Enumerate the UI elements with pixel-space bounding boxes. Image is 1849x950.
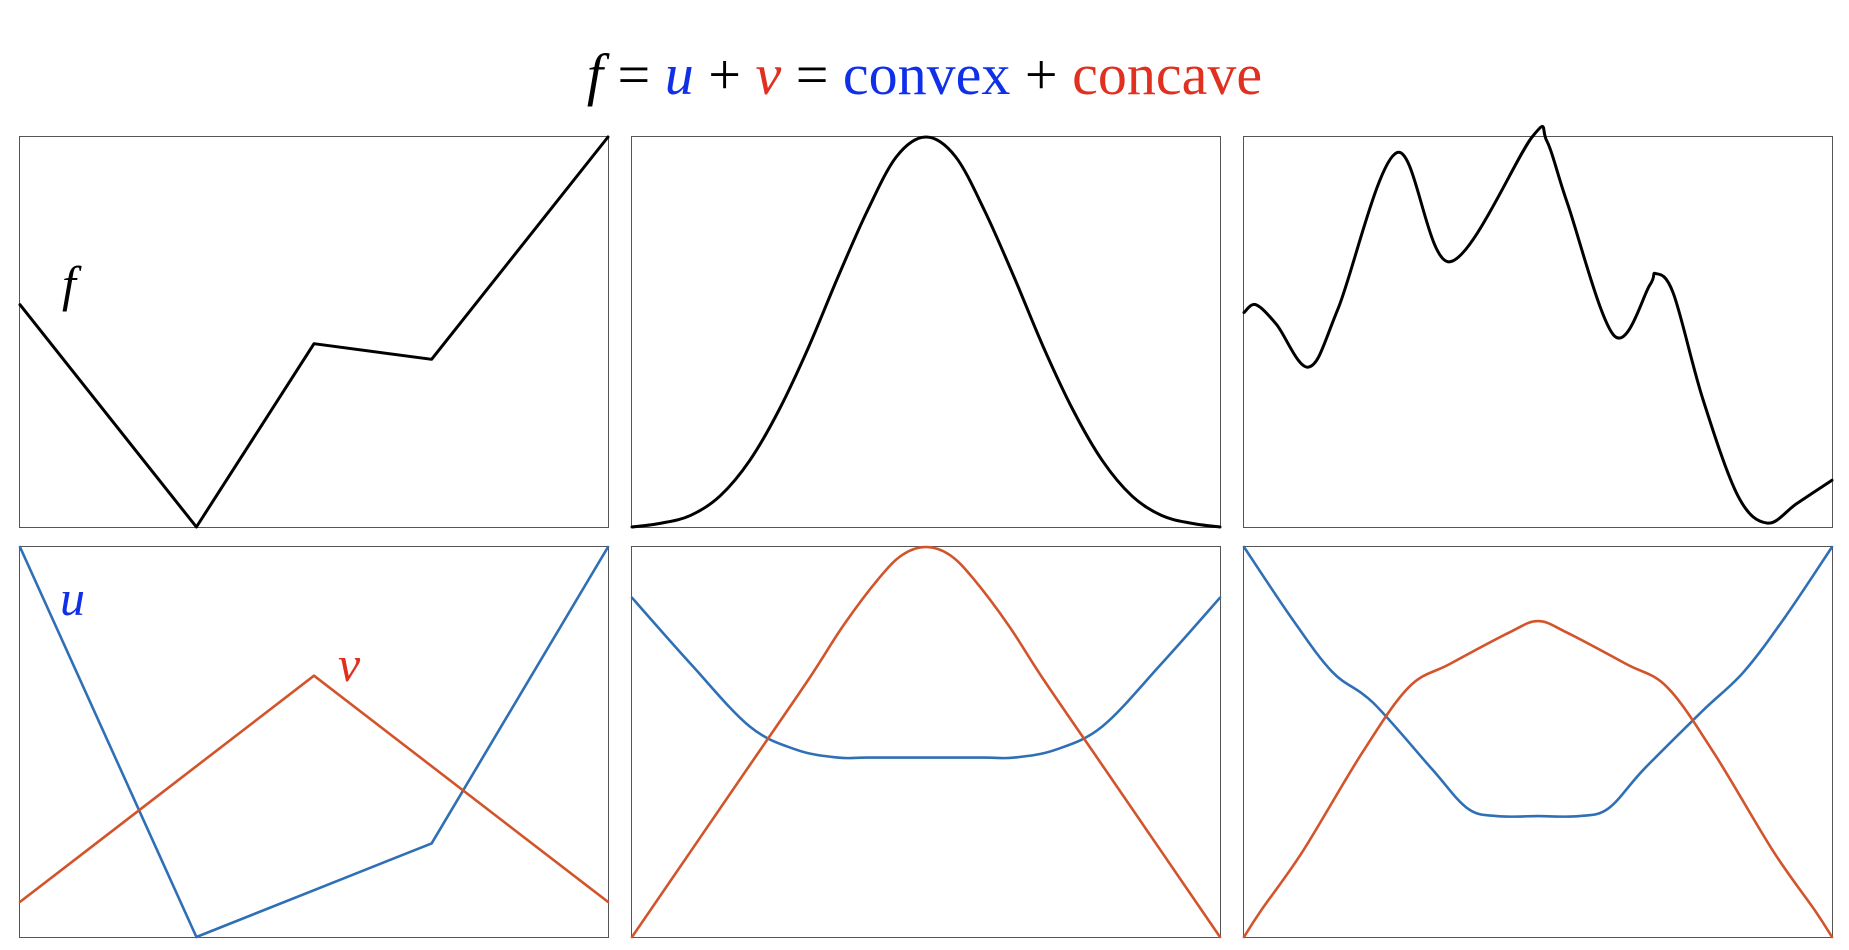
title-equals-1: = (617, 42, 651, 107)
series-u-line (18, 545, 610, 939)
series-f-line (630, 135, 1222, 529)
title-convex: convex (842, 42, 1011, 107)
series-u-line (630, 596, 1222, 760)
series-u-line (1242, 545, 1834, 818)
title-concave: concave (1072, 42, 1263, 107)
title-u: u (664, 42, 694, 107)
title-f: f (586, 42, 603, 107)
label-v: v (338, 636, 361, 692)
title-v: v (755, 42, 782, 107)
chart-top-right (1242, 124, 1834, 525)
chart-top-middle (630, 135, 1222, 529)
panel-bottom-right (1242, 545, 1834, 939)
panel-bottom-middle (630, 545, 1222, 939)
series-v-line (1242, 619, 1834, 939)
series-v-line (18, 674, 610, 904)
label-f: f (62, 256, 76, 312)
panel-top-left: f (18, 135, 610, 529)
chart-bottom-right (1242, 545, 1834, 939)
title-equals-2: = (795, 42, 829, 107)
chart-bottom-middle (630, 545, 1222, 939)
title-plus-2: + (1024, 42, 1058, 107)
title-plus-1: + (708, 42, 741, 107)
figure-title: f = u + v = convex + concave (0, 40, 1849, 110)
panel-top-right (1242, 124, 1834, 528)
series-f-line (1242, 124, 1834, 525)
chart-bottom-left (18, 545, 610, 939)
series-f-line (18, 135, 610, 529)
panel-bottom-left: u v (18, 545, 610, 939)
label-u: u (60, 570, 85, 626)
panel-top-middle (630, 135, 1222, 529)
chart-top-left (18, 135, 610, 529)
series-v-line (630, 545, 1222, 939)
